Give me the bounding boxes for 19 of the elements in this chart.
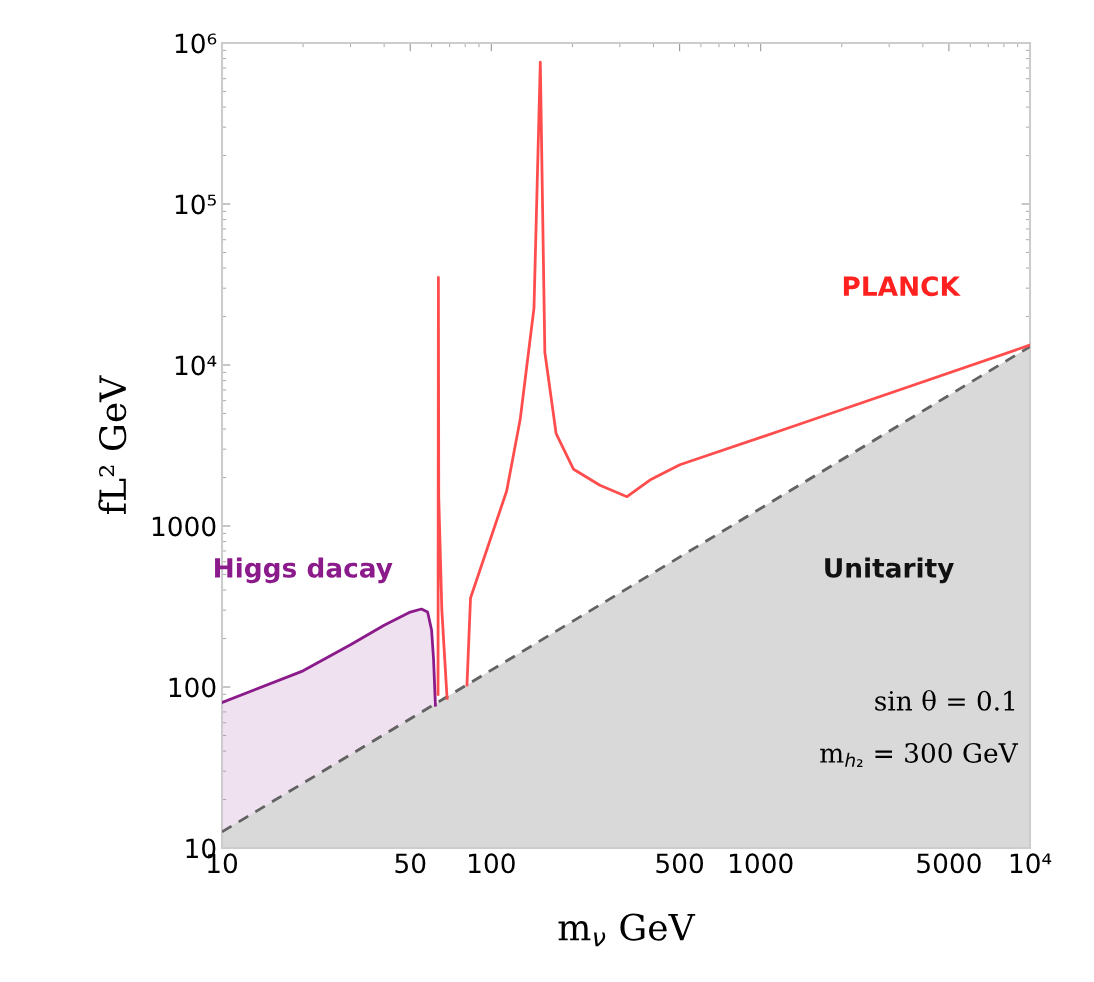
x-tick-label: 100 (469, 853, 515, 874)
x-tick-label: 500 (656, 853, 704, 874)
y-tick-label: 10⁶ (175, 33, 217, 54)
y-tick-label: 10⁴ (175, 355, 217, 376)
y-tick-label: 100 (169, 677, 216, 698)
x-axis-title: m$_{ν}$ GeV (558, 913, 696, 947)
y-tick-label: 10⁵ (175, 194, 216, 215)
x-tick-label: 10⁴ (1010, 853, 1052, 874)
line-series (436, 276, 449, 700)
annotation: PLANCK (843, 276, 961, 297)
y-tick-label: 1000 (152, 516, 216, 537)
annotation: Higgs dacay (215, 557, 393, 584)
x-tick-label: 5000 (917, 853, 981, 874)
x-tick-label: 50 (395, 853, 426, 874)
annotation: Unitarity (825, 557, 954, 584)
y-axis-title: fL² GeV (98, 375, 127, 514)
annotation: m$_{h₂}$ = 300 GeV (820, 742, 1019, 767)
x-tick-label: 1000 (729, 853, 793, 874)
annotation: sin θ = 0.1 (875, 690, 1015, 711)
